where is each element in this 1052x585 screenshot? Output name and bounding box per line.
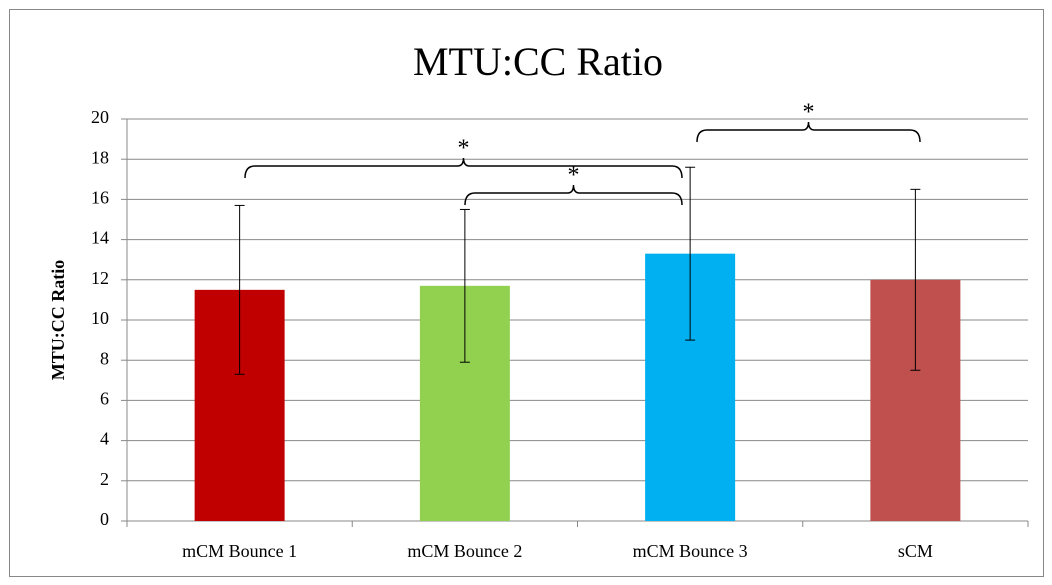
- y-tick-label: 16: [91, 188, 109, 208]
- chart-title: MTU:CC Ratio: [413, 39, 663, 84]
- y-tick-label: 20: [91, 107, 109, 127]
- significance-bracket: [696, 121, 921, 143]
- y-tick-label: 18: [91, 147, 109, 167]
- y-tick-label: 6: [100, 389, 109, 409]
- error-bar: [910, 188, 921, 371]
- y-axis-label: MTU:CC Ratio: [48, 260, 68, 380]
- y-tick-label: 0: [100, 509, 109, 529]
- y-tick-label: 10: [91, 308, 109, 328]
- y-tick-label: 2: [100, 469, 109, 489]
- x-tick-label: mCM Bounce 1: [182, 541, 297, 561]
- significance-label: *: [568, 163, 580, 189]
- y-tick-label: 12: [91, 268, 109, 288]
- y-tick-label: 4: [100, 429, 109, 449]
- x-tick-label: sCM: [898, 541, 933, 561]
- error-bar: [685, 166, 696, 341]
- error-bar: [234, 204, 245, 375]
- y-tick-label: 14: [91, 228, 109, 248]
- significance-label: *: [803, 100, 815, 126]
- x-tick-label: mCM Bounce 2: [407, 541, 522, 561]
- significance-label: *: [458, 136, 470, 162]
- significance-bracket: [244, 157, 683, 179]
- error-bar: [459, 208, 470, 363]
- x-tick-label: mCM Bounce 3: [633, 541, 748, 561]
- significance-bracket: [464, 184, 683, 206]
- y-tick-label: 8: [100, 348, 109, 368]
